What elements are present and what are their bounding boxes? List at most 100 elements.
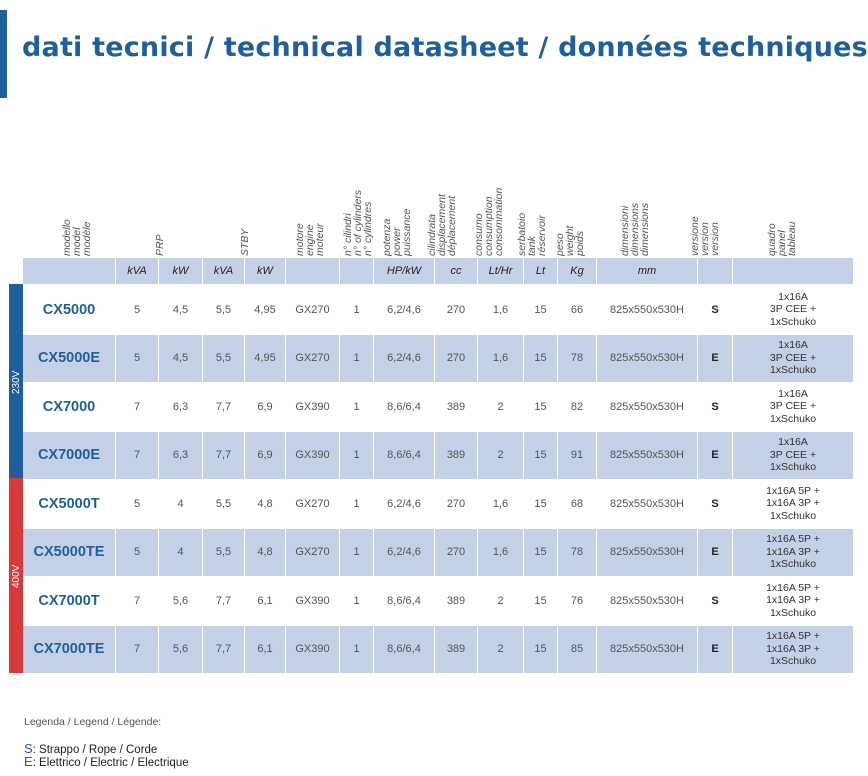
header-line: dimensions xyxy=(639,202,651,256)
table-cell: 82 xyxy=(570,400,584,413)
table-cell: 6,1 xyxy=(245,625,285,673)
column-header: quadro panel tableau xyxy=(766,221,798,256)
panel-line: 1xSchuko xyxy=(769,461,817,474)
panel-line: 1x16A 3P + xyxy=(766,642,820,655)
column-header: modello model modèle xyxy=(61,219,93,256)
panel-line: 1x16A 3P + xyxy=(766,497,820,510)
table-cell: 1 xyxy=(340,625,373,673)
column-header: STBY xyxy=(239,229,251,256)
version-cell: E xyxy=(698,334,732,382)
unit-cell xyxy=(286,258,339,284)
table-cell: 5 xyxy=(116,334,158,382)
table-cell: 6,1 xyxy=(257,594,273,607)
panel-cell: 1x16A 3P CEE +1xSchuko xyxy=(733,286,853,333)
header-line: tableau xyxy=(786,221,798,256)
table-cell: 6,3 xyxy=(172,400,189,413)
table-cell: 825x550x530H xyxy=(597,431,697,479)
panel-line: 1x16A 5P + xyxy=(766,581,820,594)
panel-line: 1xSchuko xyxy=(769,315,817,328)
table-cell: 4,5 xyxy=(172,303,189,316)
header-line: poids xyxy=(574,230,586,256)
column-header: cilindrata displacement déplacement xyxy=(426,194,458,256)
table-cell: 1 xyxy=(353,594,360,607)
table-cell: 85 xyxy=(558,625,596,673)
table-cell: 7,7 xyxy=(203,431,244,479)
table-cell: 15 xyxy=(524,334,557,382)
header-line: modèle xyxy=(81,221,93,256)
table-cell: 1 xyxy=(340,528,373,576)
header-line: moteur xyxy=(314,223,326,256)
table-cell: 270 xyxy=(446,303,466,316)
panel-line: 1xSchuko xyxy=(769,558,817,571)
table-cell: 389 xyxy=(446,400,466,413)
panel-cell: 1x16A 3P CEE +1xSchuko xyxy=(733,431,853,479)
table-cell: 66 xyxy=(570,303,584,316)
table-cell: 15 xyxy=(534,497,547,510)
unit-cell: Kg xyxy=(558,258,596,284)
table-cell: 6,2/4,6 xyxy=(374,334,434,382)
panel-line: 3P CEE + xyxy=(769,400,817,413)
panel-line: 1x16A 3P + xyxy=(766,594,820,607)
table-cell: 389 xyxy=(435,431,477,479)
table-cell: 1,6 xyxy=(492,303,509,316)
panel-line: 1x16A 5P + xyxy=(766,630,820,643)
table-cell: 78 xyxy=(558,334,596,382)
panel-line: 1x16A 5P + xyxy=(766,533,820,546)
unit-cell: Lt xyxy=(524,258,557,284)
table-cell: 825x550x530H xyxy=(609,497,684,510)
legend-key: E xyxy=(24,754,33,769)
panel-line: 1x16A xyxy=(778,387,808,400)
model-name: CX5000TE xyxy=(23,528,115,576)
table-cell: 7 xyxy=(116,625,158,673)
table-cell: 825x550x530H xyxy=(609,400,684,413)
column-header: n° cilindri n° of cylinders n° cylindres xyxy=(342,190,374,256)
table-cell: 8,6/6,4 xyxy=(374,431,434,479)
panel-line: 1x16A 3P + xyxy=(766,545,820,558)
column-header: versione version version xyxy=(689,216,721,256)
header-line: PRP xyxy=(154,234,166,256)
table-cell: 7,7 xyxy=(215,594,232,607)
panel-line: 1xSchuko xyxy=(769,655,817,668)
table-cell: GX270 xyxy=(295,303,330,316)
panel-line: 1xSchuko xyxy=(769,364,817,377)
model-name: CX5000T xyxy=(38,495,100,512)
table-cell: 5,5 xyxy=(203,334,244,382)
column-header: consumo consumption consommation xyxy=(473,188,505,256)
table-cell: GX270 xyxy=(295,497,330,510)
table-cell: 1,6 xyxy=(478,528,523,576)
model-name: CX7000T xyxy=(38,592,100,609)
table-cell: 1 xyxy=(353,400,360,413)
table-cell: 4 xyxy=(177,497,184,510)
version-cell: S xyxy=(711,497,719,510)
panel-line: 3P CEE + xyxy=(769,448,817,461)
table-cell: 389 xyxy=(446,594,466,607)
table-cell: 7,7 xyxy=(215,400,232,413)
table-cell: 78 xyxy=(558,528,596,576)
page-title: dati tecnici / technical datasheet / don… xyxy=(22,32,868,63)
version-cell: E xyxy=(698,431,732,479)
table-cell: GX390 xyxy=(295,594,330,607)
legend-title: Legenda / Legend / Légende: xyxy=(24,716,162,728)
table-cell: 270 xyxy=(435,528,477,576)
panel-line: 3P CEE + xyxy=(769,351,817,364)
table-cell: GX390 xyxy=(295,400,330,413)
header-line: déplacement xyxy=(446,195,458,256)
table-cell: 389 xyxy=(435,625,477,673)
panel-cell: 1x16A 5P +1x16A 3P +1xSchuko xyxy=(733,528,853,576)
table-cell: 4,8 xyxy=(257,497,273,510)
panel-cell: 1x16A 3P CEE +1xSchuko xyxy=(733,383,853,430)
table-cell: 15 xyxy=(524,625,557,673)
column-header: motore engine moteur xyxy=(294,223,326,256)
table-cell: 15 xyxy=(534,594,547,607)
table-cell: 91 xyxy=(558,431,596,479)
panel-cell: 1x16A 3P CEE +1xSchuko xyxy=(733,334,853,382)
table-cell: 6,9 xyxy=(245,431,285,479)
table-cell: 5 xyxy=(116,528,158,576)
unit-cell: HP/kW xyxy=(374,258,434,284)
panel-line: 3P CEE + xyxy=(769,303,817,316)
table-cell: 1,6 xyxy=(492,497,509,510)
table-cell: 15 xyxy=(534,303,547,316)
table-cell: 4,8 xyxy=(245,528,285,576)
version-cell: S xyxy=(711,594,719,607)
table-cell: 2 xyxy=(478,625,523,673)
